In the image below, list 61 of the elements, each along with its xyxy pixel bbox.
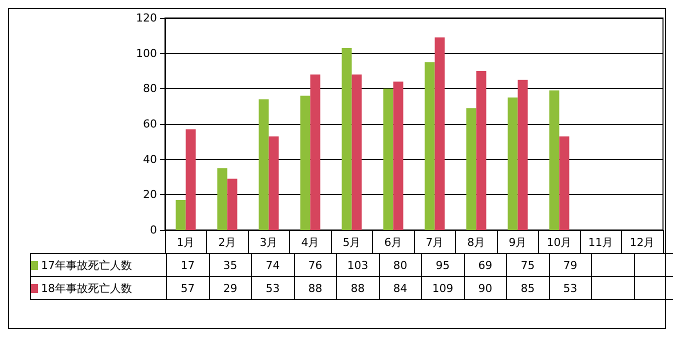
bar	[383, 88, 394, 230]
data-label: 79	[549, 254, 592, 276]
legend-label: 17年事故死亡人数	[30, 254, 166, 276]
bar	[518, 80, 528, 230]
x-tick-label: 4月	[301, 236, 320, 249]
data-label: 80	[379, 254, 422, 276]
x-tick-label: 8月	[467, 236, 486, 249]
bar	[434, 37, 445, 230]
bar	[258, 99, 269, 230]
x-tick-label: 5月	[342, 236, 361, 249]
data-label: 35	[209, 254, 252, 276]
x-tick-label: 1月	[176, 236, 195, 249]
data-label: 103	[336, 254, 379, 276]
bar	[217, 168, 228, 230]
bar	[176, 200, 186, 230]
y-tick-label: 20	[143, 188, 157, 202]
x-tick-label: 11月	[588, 236, 614, 249]
y-tick-label: 40	[143, 152, 157, 166]
bar	[342, 48, 352, 230]
bar	[508, 98, 518, 230]
bar	[268, 136, 279, 230]
bar	[352, 74, 362, 230]
bar	[424, 62, 435, 230]
bar	[393, 82, 404, 230]
data-label: 84	[379, 276, 422, 300]
data-label: 29	[209, 276, 252, 300]
bar	[559, 136, 570, 230]
bar	[227, 178, 238, 230]
data-label: 90	[464, 276, 506, 300]
x-tick-label: 2月	[218, 236, 236, 249]
x-tick-label: 9月	[508, 236, 527, 249]
x-tick-label: 6月	[384, 236, 402, 249]
data-label: 109	[422, 276, 464, 300]
data-label: 57	[166, 276, 209, 300]
y-tick-label: 0	[150, 224, 157, 236]
legend-label: 18年事故死亡人数	[30, 276, 166, 300]
bar	[549, 90, 560, 230]
y-tick-label: 120	[136, 12, 157, 24]
data-label: 53	[252, 276, 294, 300]
y-tick-label: 60	[143, 118, 157, 130]
data-label: 76	[294, 254, 336, 276]
data-label: 17	[166, 254, 209, 276]
bar	[476, 71, 486, 230]
data-label: 88	[294, 276, 336, 300]
bar	[310, 74, 320, 230]
data-label: 85	[506, 276, 549, 300]
data-label: 88	[336, 276, 379, 300]
data-label: 95	[422, 254, 464, 276]
x-tick-label: 7月	[426, 236, 444, 249]
x-tick-label: 10月	[546, 236, 572, 249]
data-label: 75	[506, 254, 549, 276]
data-label: 69	[464, 254, 506, 276]
bar	[466, 108, 476, 230]
data-label: 53	[549, 276, 592, 300]
x-tick-label: 3月	[260, 236, 278, 249]
x-tick-label: 12月	[630, 236, 655, 249]
y-tick-label: 100	[136, 46, 157, 60]
bar	[300, 96, 310, 230]
data-label: 74	[252, 254, 294, 276]
bar	[186, 129, 196, 230]
y-tick-label: 80	[143, 82, 157, 96]
